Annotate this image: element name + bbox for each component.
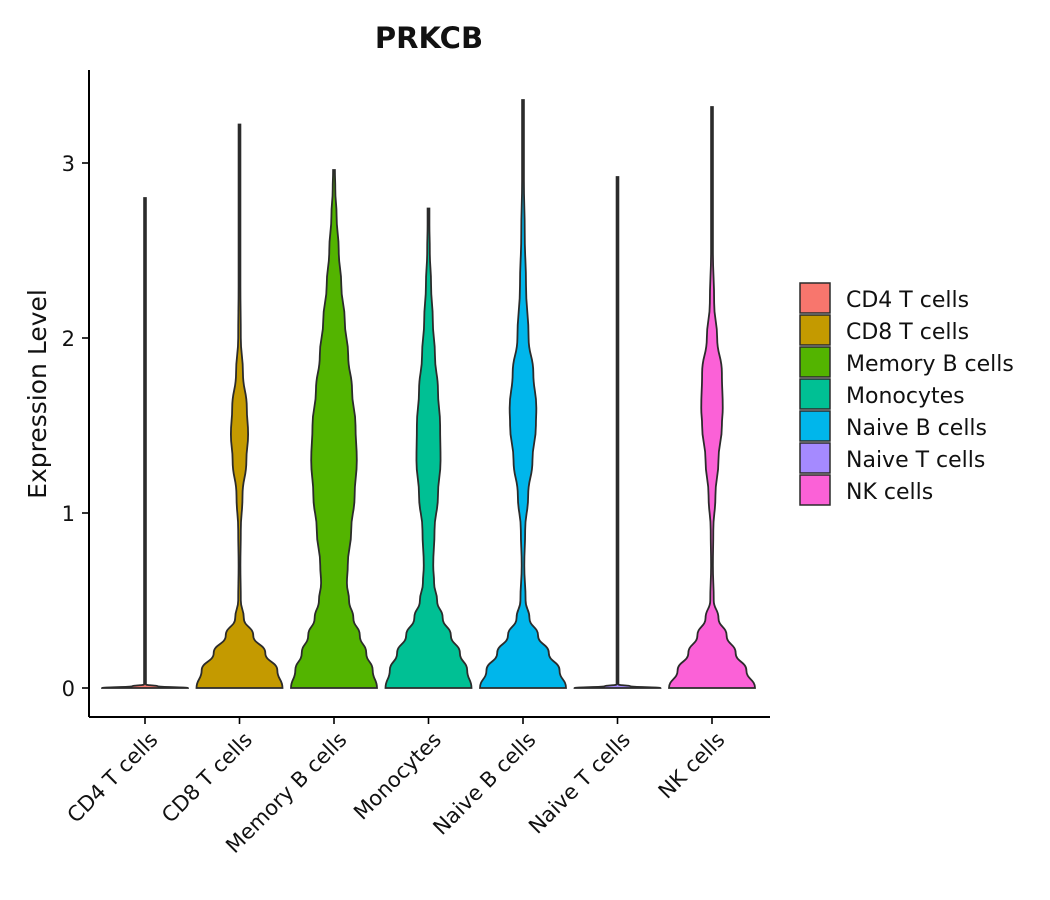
y-tick-label: 2 — [62, 327, 75, 351]
legend-key-cd4-t-cells — [799, 282, 831, 314]
violin-nk-cells — [668, 106, 756, 689]
violin-cd8-t-cells — [195, 123, 284, 689]
violins-layer — [101, 99, 756, 689]
x-tick-label-cd8-t-cells: CD8 T cells — [157, 728, 257, 828]
y-tick-label: 3 — [62, 152, 75, 176]
y-tick-label: 0 — [62, 677, 75, 701]
x-tick-label-cd4-t-cells: CD4 T cells — [63, 728, 163, 828]
legend-key-naive-b-cells — [799, 410, 831, 442]
legend-key-naive-t-cells — [799, 442, 831, 474]
x-tick-label-naive-t-cells: Naive T cells — [524, 728, 635, 839]
legend-key-memory-b-cells — [799, 346, 831, 378]
x-tick-label-monocytes: Monocytes — [349, 728, 446, 825]
legend-label-cd4-t-cells: CD4 T cells — [846, 288, 969, 313]
y-tick-label: 1 — [62, 502, 75, 526]
violin-memory-b-cells — [290, 169, 378, 689]
x-tick-label-nk-cells: NK cells — [654, 728, 730, 804]
chart-title: PRKCB — [375, 21, 483, 55]
legend-key-nk-cells — [799, 474, 831, 506]
violin-naive-t-cells — [573, 176, 662, 689]
legend-key-cd8-t-cells — [799, 314, 831, 346]
violin-cd4-t-cells — [101, 197, 189, 689]
legend-label-naive-t-cells: Naive T cells — [846, 448, 985, 473]
legend-label-nk-cells: NK cells — [846, 480, 933, 505]
legend-label-memory-b-cells: Memory B cells — [846, 352, 1014, 377]
legend-label-naive-b-cells: Naive B cells — [846, 416, 987, 441]
violin-naive-b-cells — [479, 99, 567, 689]
y-axis-title: Expression Level — [23, 289, 52, 499]
violin-monocytes — [384, 207, 473, 689]
legend-label-monocytes: Monocytes — [846, 384, 965, 409]
legend: CD4 T cells CD8 T cells Memory B cells Mono… — [799, 282, 1014, 506]
legend-label-cd8-t-cells: CD8 T cells — [846, 320, 969, 345]
legend-key-monocytes — [799, 378, 831, 410]
